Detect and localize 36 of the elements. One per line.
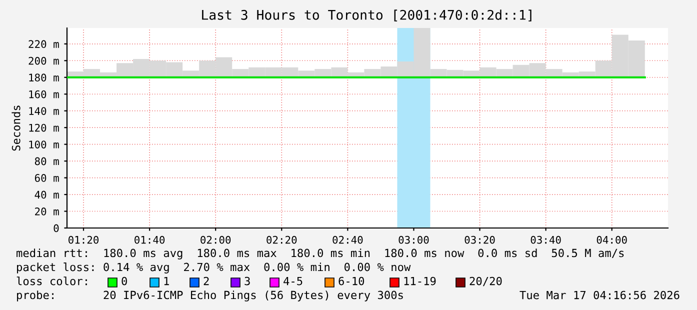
x-tick-label: 01:40 [134, 236, 165, 244]
x-tick-label: 03:00 [398, 236, 429, 244]
y-tick-label: 40 m [34, 190, 59, 199]
text: 0 [122, 276, 127, 286]
text: Tue Mar 17 04:16:56 2026 [520, 290, 680, 300]
text: median rtt: 180.0 ms avg 180.0 ms max 180.0 ms min 180.0 ms now 0.0 ms sd 50.5 M am/s [16, 248, 624, 260]
y-tick-label: 100 m [29, 140, 59, 148]
text: 3 [244, 276, 250, 286]
x-tick-label: 04:00 [596, 236, 627, 244]
x-tick-label: 02:20 [266, 236, 297, 244]
x-tick-label: 03:40 [530, 236, 561, 244]
y-tick-label: 200 m [28, 56, 59, 65]
text: 11-19 [404, 276, 436, 286]
x-tick-label: 01:20 [68, 236, 99, 244]
y-tick-label: 60 m [34, 174, 59, 182]
text: 2 [204, 276, 209, 286]
y-tick-label: 180 m [29, 74, 59, 82]
text: probe: 20 IPv6-ICMP Echo Pings (56 Bytes) every 300s [17, 290, 403, 302]
x-tick-label: 02:00 [200, 236, 231, 244]
y-tick-label: 0 [54, 224, 59, 232]
text: 1 [164, 276, 169, 286]
text: 20/20 [470, 276, 502, 286]
text: packet loss: 0.14 % avg 2.70 % max 0.00 % min 0.00 % now [17, 262, 411, 274]
y-tick-label: 140 m [29, 107, 59, 115]
y-tick-label: 80 m [34, 157, 59, 166]
x-tick-label: 03:20 [464, 236, 495, 244]
text: 4-5 [284, 276, 302, 286]
y-axis-title: Seconds [12, 106, 20, 151]
text: loss color: [16, 276, 87, 286]
y-tick-label: 120 m [29, 124, 59, 132]
y-tick-label: 20 m [35, 208, 59, 216]
y-tick-label: 160 m [29, 90, 59, 98]
y-tick-label: 220 m [28, 40, 59, 48]
chart-title: Last 3 Hours to Toronto [2001:470:0:2d::1] [202, 10, 532, 22]
x-tick-label: 02:40 [332, 236, 363, 244]
text: 6-10 [338, 276, 364, 286]
